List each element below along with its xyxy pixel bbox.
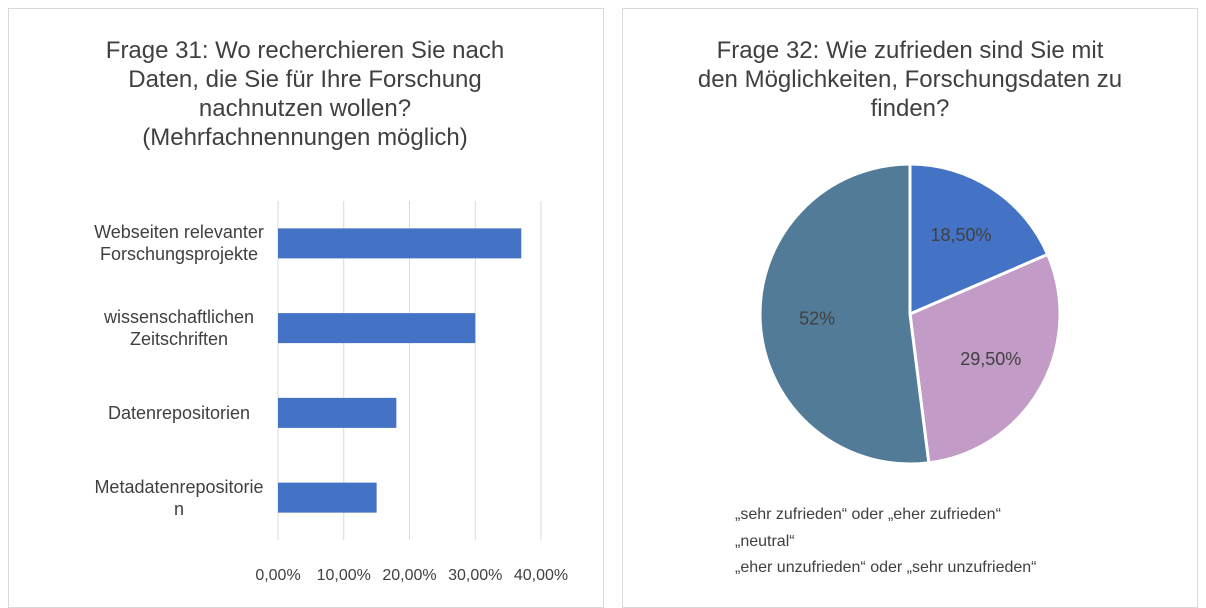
legend-item: „eher unzufrieden“ oder „sehr unzufriede… bbox=[735, 559, 1037, 577]
bar bbox=[278, 397, 397, 428]
y-tick-label: wissenschaftlichen Zeitschriften bbox=[103, 307, 255, 350]
x-tick-label: 20,00% bbox=[382, 567, 436, 584]
data-label: 29,50% bbox=[960, 349, 1021, 369]
y-tick-label: Webseiten relevanter Forschungsprojekte bbox=[94, 222, 264, 265]
y-tick-label: Metadatenrepositorien bbox=[94, 476, 264, 519]
x-tick-label: 10,00% bbox=[317, 567, 371, 584]
legend-label: „eher unzufrieden“ oder „sehr unzufriede… bbox=[735, 559, 1037, 576]
x-tick-label: 40,00% bbox=[514, 567, 568, 584]
bar bbox=[278, 313, 476, 344]
legend-label: „neutral“ bbox=[735, 532, 795, 550]
data-label: 52% bbox=[799, 309, 835, 329]
legend-item: „neutral“ bbox=[735, 533, 795, 551]
chart-title: Frage 31: Wo recherchieren Sie nach Date… bbox=[105, 37, 505, 151]
bar bbox=[278, 228, 522, 259]
bar bbox=[278, 482, 377, 513]
pie-slice bbox=[908, 252, 1062, 465]
x-tick-label: 30,00% bbox=[448, 567, 502, 584]
data-label: 18,50% bbox=[931, 225, 992, 245]
pie-slice bbox=[908, 162, 1050, 317]
legend-label: „sehr zufrieden“ oder „eher zufrieden“ bbox=[735, 506, 1001, 523]
y-tick-label: Datenrepositorien bbox=[107, 402, 251, 423]
legend-item: „sehr zufrieden“ oder „eher zufrieden“ bbox=[735, 506, 1001, 524]
x-tick-label: 0,00% bbox=[255, 567, 300, 584]
chart-title: Frage 32: Wie zufrieden sind Sie mit den… bbox=[697, 37, 1123, 122]
pie-slice bbox=[758, 162, 931, 466]
